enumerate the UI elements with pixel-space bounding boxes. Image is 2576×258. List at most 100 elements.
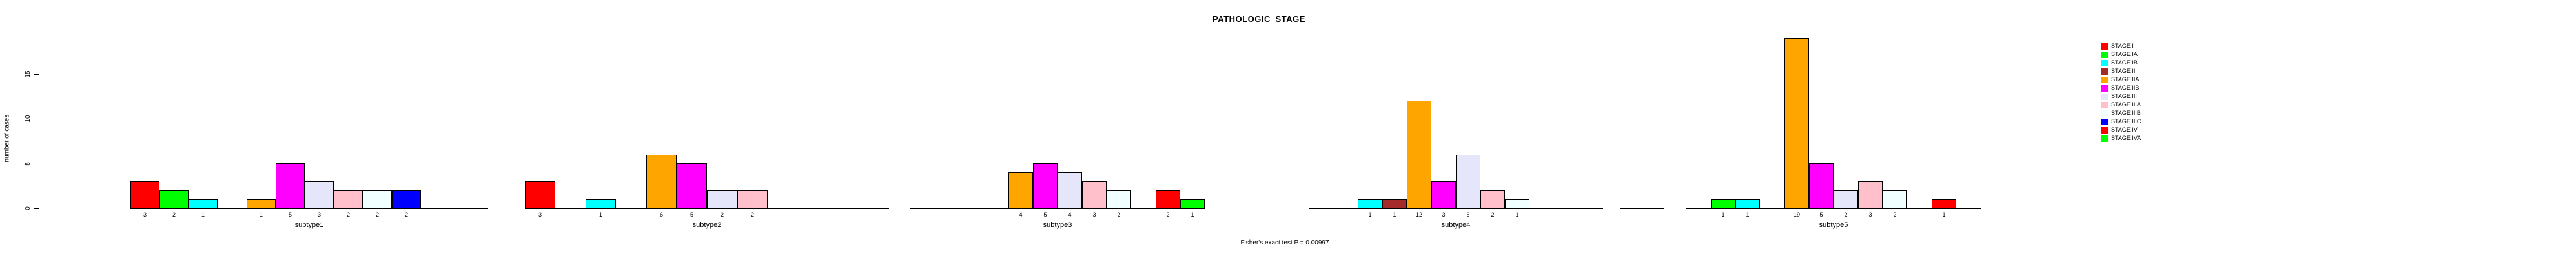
legend-item: STAGE IIB [2101,84,2231,92]
y-tick [34,208,39,209]
bar-value-label: 19 [1793,212,1800,218]
bar-subtype2-stage-iia [646,155,677,209]
bar-value-label: 2 [375,212,379,218]
bar-subtype5-stage-iiib [1883,190,1907,209]
legend-swatch [2101,68,2108,75]
legend-item: STAGE IA [2101,51,2231,58]
legend-label: STAGE IIIB [2111,110,2141,116]
legend-swatch [2101,135,2108,142]
bar-subtype1-stage-ia [159,190,189,209]
legend-label: STAGE IIA [2111,76,2140,83]
group-label-subtype5: subtype5 [1819,221,1848,229]
bar-value-label: 2 [750,212,754,218]
bar-value-label: 3 [1092,212,1096,218]
bar-subtype2-stage-iiia [737,190,768,209]
group-label-subtype4: subtype4 [1441,221,1471,229]
bar-value-label: 1 [1746,212,1750,218]
bar-value-label: 1 [201,212,205,218]
legend-label: STAGE IIB [2111,84,2140,91]
bar-subtype2-stage-iii [707,190,737,209]
y-tick-label: 5 [25,162,32,166]
bar-value-label: 1 [1942,212,1946,218]
bar-subtype4-stage-iiia [1480,190,1505,209]
bar-value-label: 1 [598,212,602,218]
bar-subtype1-stage-i [130,181,159,209]
bar-value-label: 2 [404,212,408,218]
legend-swatch [2101,84,2108,92]
group-label-subtype3: subtype3 [1043,221,1072,229]
bar-subtype3-stage-iiib [1107,190,1131,209]
legend-item: STAGE IIIB [2101,110,2231,117]
legend-swatch [2101,101,2108,108]
bar-value-label: 3 [1442,212,1446,218]
bar-subtype5-stage-ib [1735,199,1760,209]
bar-value-label: 1 [259,212,263,218]
bar-subtype3-stage-iia [1008,172,1033,209]
legend-label: STAGE IA [2111,51,2138,57]
bar-value-label: 1 [1393,212,1396,218]
bar-value-label: 1 [1191,212,1194,218]
bar-value-label: 2 [1166,212,1170,218]
bar-subtype1-stage-iii [305,181,334,209]
bar-value-label: 3 [143,212,147,218]
bar-subtype1-stage-iiia [334,190,363,209]
bar-subtype3-stage-iv [1156,190,1180,209]
legend-item: STAGE IV [2101,126,2231,134]
bar-value-label: 3 [317,212,321,218]
bar-value-label: 12 [1415,212,1422,218]
chart-title: PATHOLOGIC_STAGE [1212,14,1305,24]
legend: STAGE I STAGE IA STAGE IB STAGE II STAGE IIA… [2101,43,2231,143]
y-tick-label: 15 [25,70,32,78]
legend-label: STAGE IV [2111,126,2138,133]
bar-value-label: 2 [1491,212,1495,218]
bar-subtype4-stage-iia [1407,101,1431,209]
bar-subtype5-stage-iib [1809,163,1834,209]
bar-value-label: 3 [538,212,542,218]
legend-label: STAGE IB [2111,59,2138,66]
legend-label: STAGE III [2111,93,2137,99]
bar-value-label: 1 [1721,212,1725,218]
group-label-subtype2: subtype2 [692,221,722,229]
bar-subtype5-stage-iia [1784,38,1809,209]
bar-subtype1-stage-ib [189,199,218,209]
bar-subtype4-stage-iib [1431,181,1456,209]
bar-subtype1-stage-iib [276,163,305,209]
legend-item: STAGE IIA [2101,76,2231,83]
legend-label: STAGE IVA [2111,135,2142,141]
bar-subtype4-stage-ib [1358,199,1382,209]
group-label-subtype1: subtype1 [294,221,324,229]
bar-subtype4-stage-iiib [1505,199,1529,209]
bar-value-label: 4 [1019,212,1023,218]
bar-value-label: 5 [690,212,693,218]
legend-label: STAGE I [2111,43,2134,49]
bar-subtype4-stage-iii [1456,155,1480,209]
y-tick [34,74,39,75]
legend-item: STAGE I [2101,43,2231,50]
legend-swatch [2101,43,2108,50]
legend-swatch [2101,59,2108,66]
bar-value-label: 6 [1466,212,1470,218]
bar-value-label: 2 [720,212,724,218]
bar-subtype3-stage-iva [1180,199,1205,209]
bar-subtype5-stage-iii [1834,190,1858,209]
bar-subtype3-stage-iiia [1082,181,1107,209]
legend-item: STAGE III [2101,93,2231,100]
legend-item: STAGE IVA [2101,135,2231,142]
bar-subtype3-stage-iib [1033,163,1058,209]
legend-swatch [2101,51,2108,58]
legend-item: STAGE IIIC [2101,118,2231,125]
y-tick-label: 10 [25,115,32,123]
bar-value-label: 3 [1868,212,1872,218]
legend-swatch [2101,126,2108,134]
bar-value-label: 2 [1893,212,1897,218]
bar-value-label: 2 [1844,212,1848,218]
bar-subtype2-stage-iib [677,163,707,209]
bar-subtype1-stage-iiib [363,190,392,209]
legend-label: STAGE IIIC [2111,118,2142,124]
bar-value-label: 2 [172,212,176,218]
y-tick-label: 0 [25,206,32,210]
bar-subtype2-stage-ib [586,199,616,209]
bar-subtype1-stage-iia [247,199,276,209]
